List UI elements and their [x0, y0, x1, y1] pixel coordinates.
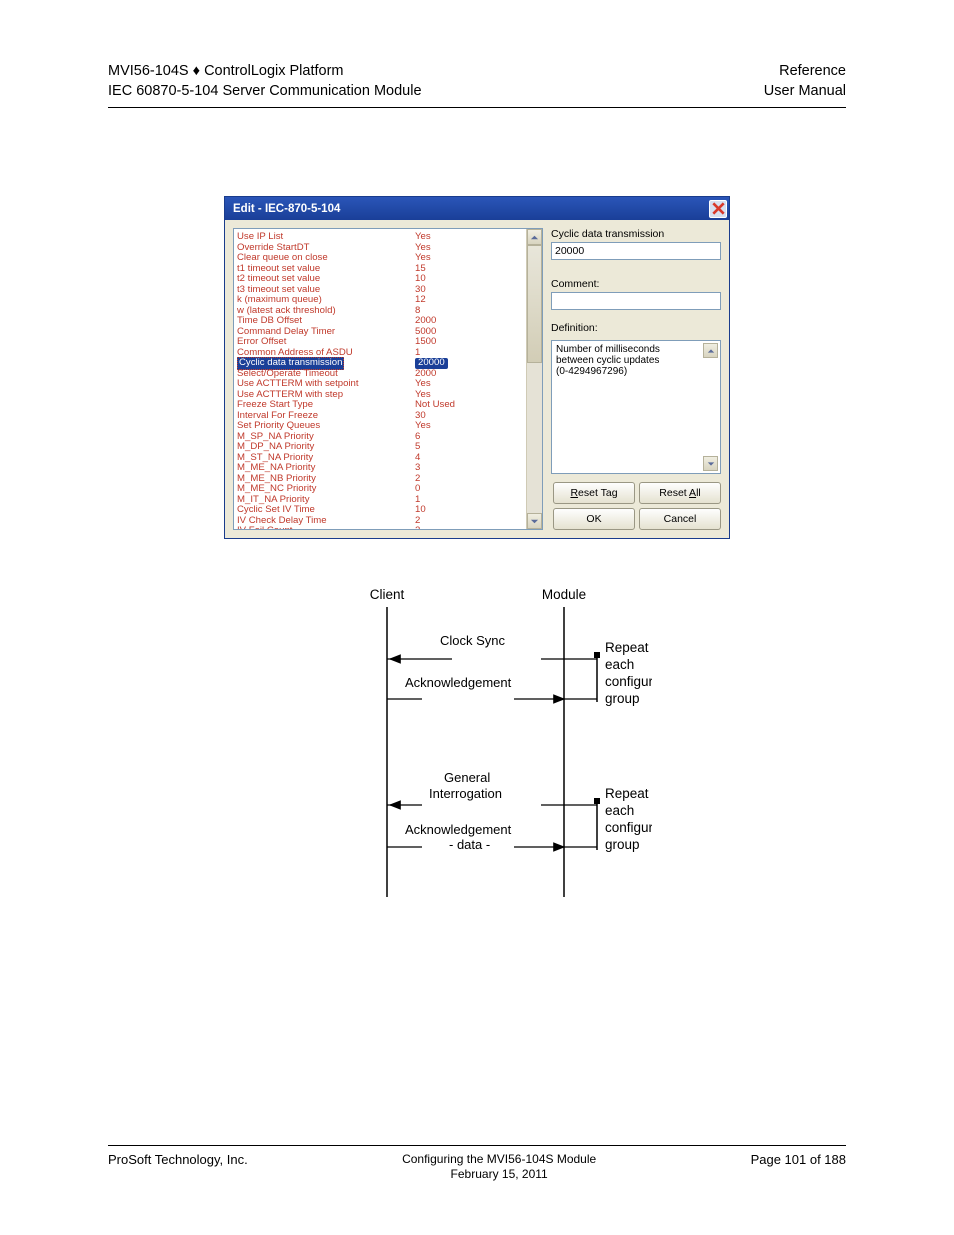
parameter-label: IV Fail Count [237, 526, 415, 529]
diamond-sep: ♦ [193, 63, 204, 79]
parameter-value: 2 [415, 474, 523, 485]
footer-center: Configuring the MVI56-104S Module Februa… [402, 1152, 596, 1183]
parameter-row[interactable]: IV Fail Count2 [237, 526, 523, 529]
parameter-value: 6 [415, 432, 523, 443]
parameter-value: 10 [415, 505, 523, 516]
header-product: MVI56-104S [108, 63, 189, 79]
msg-ack2-1: Acknowledgement [405, 822, 512, 837]
chevron-down-icon [530, 517, 539, 526]
repeat-label-2: each [605, 657, 634, 672]
cancel-button[interactable]: Cancel [639, 508, 721, 530]
value-input[interactable] [551, 242, 721, 260]
button-row-1: Reset Tag Reset All [553, 482, 721, 504]
chevron-up-icon [530, 233, 539, 242]
definition-label: Definition: [551, 322, 721, 334]
footer-left: ProSoft Technology, Inc. [108, 1152, 248, 1167]
repeat-label-b1: Repeat for [605, 786, 652, 801]
def-scroll-down[interactable] [703, 456, 718, 471]
msg-gi-1: General [444, 770, 490, 785]
page: MVI56-104S ♦ ControlLogix Platform IEC 6… [0, 0, 954, 959]
ok-button[interactable]: OK [553, 508, 635, 530]
definition-text: Number of millisecondsbetween cyclic upd… [556, 344, 716, 377]
msg-ack: Acknowledgement [405, 675, 512, 690]
header-product-line: MVI56-104S ♦ ControlLogix Platform [108, 62, 422, 82]
reset-tag-button[interactable]: Reset Tag [553, 482, 635, 504]
field-label: Cyclic data transmission [551, 228, 721, 240]
scroll-down-button[interactable] [527, 513, 542, 529]
repeat-label-1: Repeat for [605, 640, 652, 655]
parameter-value: 12 [415, 295, 523, 306]
repeat-label-4: group [605, 691, 640, 706]
msg-clock-sync: Clock Sync [440, 633, 506, 648]
scroll-thumb[interactable] [527, 245, 542, 363]
sequence-diagram: Client Module Clock Sync Acknowledgement… [302, 587, 652, 909]
close-button[interactable] [709, 200, 727, 218]
parameter-value: Yes [415, 232, 523, 243]
close-icon [712, 202, 725, 215]
right-pane: Cyclic data transmission Comment: Defini… [543, 228, 721, 530]
def-scroll-up[interactable] [703, 343, 718, 358]
parameter-value: Not Used [415, 400, 523, 411]
footer-center-2: February 15, 2011 [402, 1167, 596, 1183]
parameter-value: 10 [415, 274, 523, 285]
comment-input[interactable] [551, 292, 721, 310]
header-docline: IEC 60870-5-104 Server Communication Mod… [108, 82, 422, 102]
comment-label: Comment: [551, 278, 721, 290]
diagram-svg: Client Module Clock Sync Acknowledgement… [302, 587, 652, 909]
page-footer: ProSoft Technology, Inc. Configuring the… [108, 1145, 846, 1183]
dialog-titlebar[interactable]: Edit - IEC-870-5-104 [225, 197, 729, 220]
parameter-value: 1 [415, 495, 523, 506]
dialog-title: Edit - IEC-870-5-104 [233, 203, 340, 215]
parameter-value: Yes [415, 253, 523, 264]
button-row-2: OK Cancel [553, 508, 721, 530]
header-left: MVI56-104S ♦ ControlLogix Platform IEC 6… [108, 62, 422, 101]
chevron-up-icon [707, 347, 715, 355]
repeat-label-b4: group [605, 837, 640, 852]
scrollbar[interactable] [526, 229, 542, 529]
module-label: Module [542, 587, 586, 602]
parameter-list[interactable]: Use IP ListYesOverride StartDTYesClear q… [233, 228, 543, 530]
reset-tag-rest: eset Tag [578, 487, 618, 499]
repeat-label-b3: configured [605, 820, 652, 835]
parameter-value: 2 [415, 526, 523, 529]
repeat-label-3: configured [605, 674, 652, 689]
parameter-value: 1500 [415, 337, 523, 348]
footer-right: Page 101 of 188 [751, 1152, 846, 1167]
header-right1: Reference [764, 62, 846, 82]
header-right: Reference User Manual [764, 62, 846, 101]
reset-all-button[interactable]: Reset All [639, 482, 721, 504]
scroll-up-button[interactable] [527, 229, 542, 245]
msg-ack2-2: - data - [449, 837, 490, 852]
dialog-body: Use IP ListYesOverride StartDTYesClear q… [225, 220, 729, 538]
parameter-value: 30 [415, 411, 523, 422]
msg-gi-2: Interrogation [429, 786, 502, 801]
parameter-value: 30 [415, 285, 523, 296]
parameter-list-content: Use IP ListYesOverride StartDTYesClear q… [234, 229, 526, 529]
parameter-value: Yes [415, 421, 523, 432]
client-label: Client [370, 587, 405, 602]
edit-dialog: Edit - IEC-870-5-104 Use IP ListYesOverr… [224, 196, 730, 539]
footer-rule [108, 1145, 846, 1146]
parameter-value: 15 [415, 264, 523, 275]
parameter-value: 2 [415, 516, 523, 527]
parameter-value: Yes [415, 379, 523, 390]
parameter-value: 0 [415, 484, 523, 495]
parameter-value: 2000 [415, 369, 523, 380]
parameter-value: 4 [415, 453, 523, 464]
header-right2: User Manual [764, 82, 846, 102]
parameter-value: Yes [415, 243, 523, 254]
repeat-label-b2: each [605, 803, 634, 818]
chevron-down-icon [707, 460, 715, 468]
header-platform: ControlLogix Platform [204, 63, 343, 79]
header-rule [108, 107, 846, 108]
page-header: MVI56-104S ♦ ControlLogix Platform IEC 6… [108, 62, 846, 101]
footer-center-1: Configuring the MVI56-104S Module [402, 1152, 596, 1168]
definition-box: Number of millisecondsbetween cyclic upd… [551, 340, 721, 474]
parameter-value: 5 [415, 442, 523, 453]
parameter-value: 3 [415, 463, 523, 474]
